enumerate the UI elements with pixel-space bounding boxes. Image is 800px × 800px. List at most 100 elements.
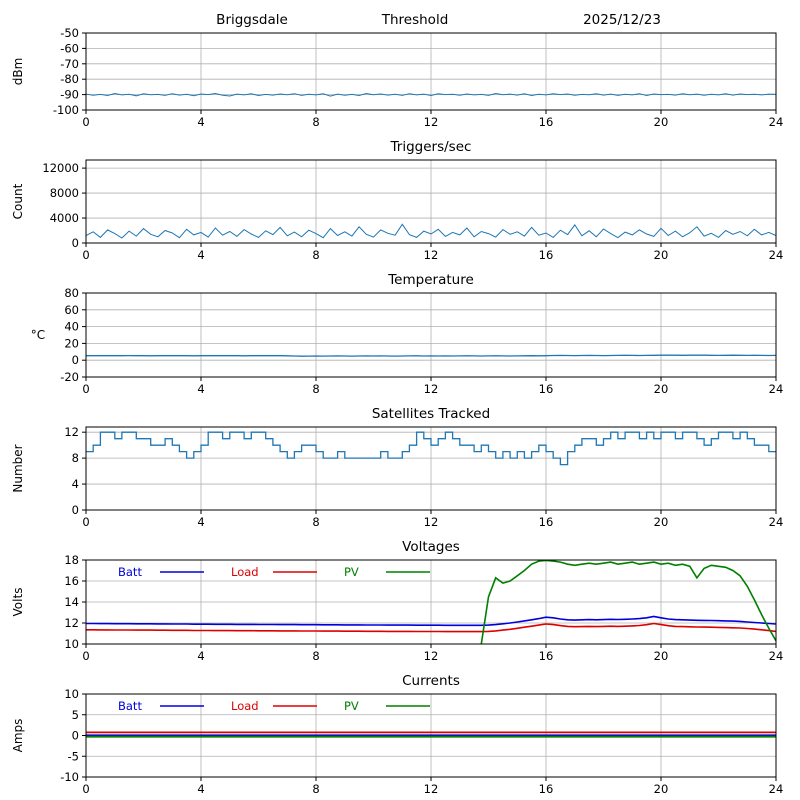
x-tick-label: 24 (769, 248, 784, 262)
x-tick-label: 4 (197, 382, 204, 396)
y-tick-label: 0 (72, 729, 79, 743)
y-tick-label: -5 (68, 749, 79, 763)
x-tick-label: 0 (82, 649, 89, 663)
x-tick-label: 4 (197, 649, 204, 663)
x-tick-label: 4 (197, 515, 204, 529)
y-tick-label: 0 (72, 236, 79, 250)
x-tick-label: 24 (769, 382, 784, 396)
trigger-rate-line (86, 223, 776, 239)
x-tick-label: 24 (769, 115, 784, 129)
y-tick-label: -60 (60, 41, 79, 55)
y-axis-label: Amps (11, 719, 25, 753)
enclosure-temp-line (86, 354, 776, 357)
x-tick-label: 16 (539, 115, 554, 129)
chart-title: Currents (402, 673, 460, 689)
x-tick-label: 0 (82, 382, 89, 396)
chart-triggers: 0 4 8 12 16 20 24 0 4000 8000 12000 Triggers/sec Cou… (11, 139, 784, 262)
x-tick-label: 0 (82, 248, 89, 262)
legend-label-batt: Batt (118, 565, 142, 579)
x-tick-label: 12 (424, 782, 439, 796)
chart-title: Temperature (387, 272, 474, 288)
x-tick-label: 16 (539, 382, 554, 396)
pv-voltage-line (480, 560, 776, 644)
chart-satellites: 0 4 8 12 16 20 24 0 4 8 12 Satellites Tracked Number (11, 406, 784, 529)
x-tick-label: 8 (312, 515, 319, 529)
satellite-count-line (86, 431, 776, 466)
x-tick-label: 4 (197, 115, 204, 129)
y-tick-label: -20 (60, 370, 79, 384)
chart-title: Satellites Tracked (372, 406, 490, 422)
x-tick-label: 4 (197, 248, 204, 262)
x-tick-label: 20 (654, 649, 669, 663)
x-tick-label: 8 (312, 782, 319, 796)
x-tick-label: 12 (424, 382, 439, 396)
x-tick-label: 12 (424, 115, 439, 129)
y-tick-label: -50 (60, 26, 79, 40)
x-tick-label: 24 (769, 515, 784, 529)
y-tick-label: 60 (64, 303, 79, 317)
chart-title: Voltages (402, 539, 460, 555)
chart-voltages: 0 4 8 12 16 20 24 10 12 14 16 18 Voltages Volts Batt Lo… (11, 539, 784, 663)
legend-label-load: Load (231, 565, 259, 579)
y-tick-label: 4 (72, 477, 79, 491)
y-tick-label: 80 (64, 286, 79, 300)
y-tick-label: 40 (64, 320, 79, 334)
x-tick-label: 16 (539, 782, 554, 796)
y-tick-label: 12 (64, 425, 79, 439)
y-tick-label: 14 (64, 595, 79, 609)
y-tick-label: 8000 (50, 186, 79, 200)
x-tick-label: 16 (539, 515, 554, 529)
y-tick-label: -100 (53, 103, 79, 117)
x-tick-label: 12 (424, 248, 439, 262)
y-tick-label: 5 (72, 708, 79, 722)
x-tick-label: 24 (769, 649, 784, 663)
chart-signal-dbm: 0 4 8 12 16 20 24 -100-90 -80-70 -60-50 dBm (11, 26, 784, 129)
legend-label-load: Load (231, 699, 259, 713)
y-tick-label: -80 (60, 72, 79, 86)
x-tick-label: 24 (769, 782, 784, 796)
x-tick-label: 8 (312, 248, 319, 262)
x-tick-label: 8 (312, 115, 319, 129)
y-tick-label: 4000 (50, 211, 79, 225)
y-axis-label: Number (11, 444, 25, 492)
y-tick-label: 0 (72, 353, 79, 367)
legend-label-pv: PV (344, 699, 359, 713)
x-tick-label: 20 (654, 115, 669, 129)
y-tick-label: -90 (60, 88, 79, 102)
date-label: 2025/12/23 (583, 12, 661, 28)
station-name: Briggsdale (216, 12, 288, 28)
x-tick-label: 20 (654, 248, 669, 262)
x-tick-label: 4 (197, 782, 204, 796)
chart-title: Triggers/sec (390, 139, 472, 155)
x-tick-label: 0 (82, 115, 89, 129)
x-tick-label: 16 (539, 248, 554, 262)
y-tick-label: 12 (64, 616, 79, 630)
y-axis-label: dBm (11, 58, 25, 86)
y-tick-label: 18 (64, 553, 79, 567)
x-tick-label: 12 (424, 649, 439, 663)
x-tick-label: 8 (312, 649, 319, 663)
y-axis-label: °C (31, 328, 45, 342)
mode-label: Threshold (381, 12, 449, 28)
chart-currents: 0 4 8 12 16 20 24 -10 -5 0 5 10 Currents Amps Batt Load… (11, 673, 784, 796)
y-axis-label: Count (11, 183, 25, 219)
y-tick-label: 12000 (42, 161, 79, 175)
y-tick-label: 20 (64, 336, 79, 350)
x-tick-label: 16 (539, 649, 554, 663)
load-voltage-line (86, 622, 776, 633)
legend-label-pv: PV (344, 565, 359, 579)
x-tick-label: 20 (654, 382, 669, 396)
y-tick-label: -70 (60, 57, 79, 71)
y-tick-label: 10 (64, 637, 79, 651)
x-tick-label: 20 (654, 515, 669, 529)
x-tick-label: 8 (312, 382, 319, 396)
x-tick-label: 0 (82, 515, 89, 529)
y-tick-label: 0 (72, 503, 79, 517)
x-tick-label: 20 (654, 782, 669, 796)
y-tick-label: -10 (60, 770, 79, 784)
legend-label-batt: Batt (118, 699, 142, 713)
x-tick-label: 12 (424, 515, 439, 529)
y-tick-label: 10 (64, 687, 79, 701)
